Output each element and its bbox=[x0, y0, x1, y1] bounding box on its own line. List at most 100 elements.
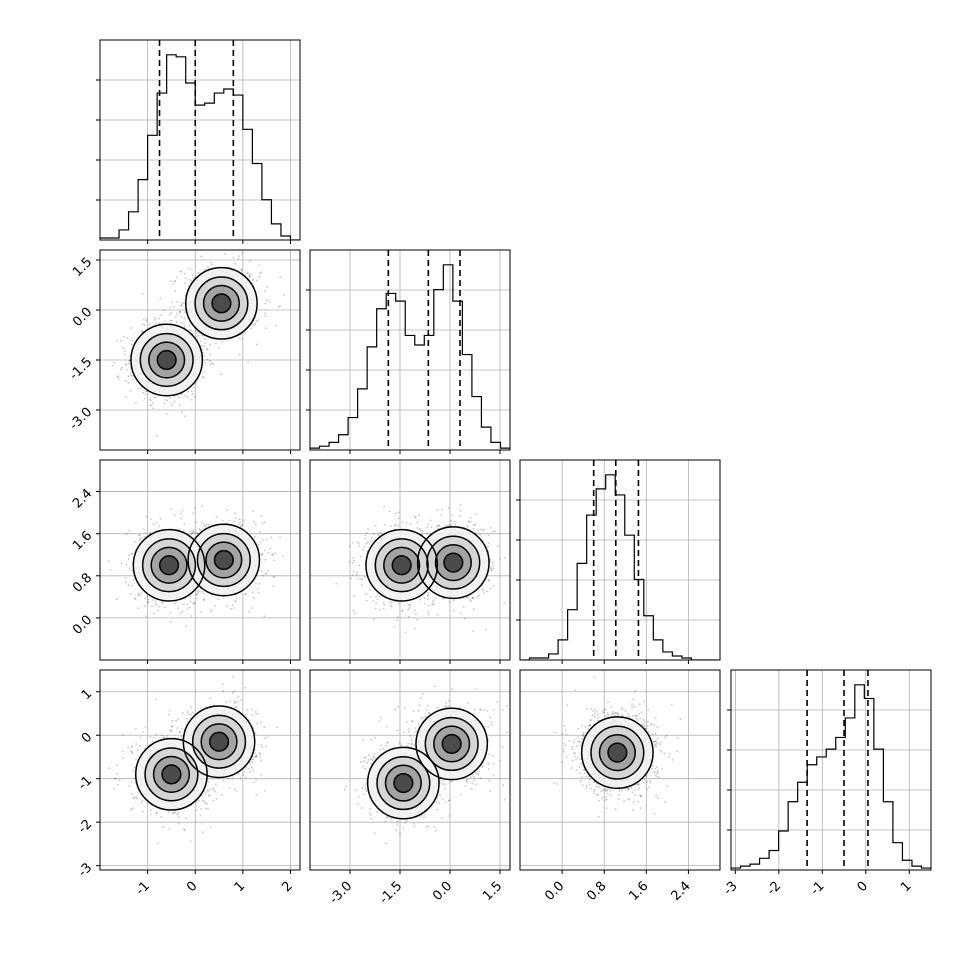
sample-point bbox=[490, 568, 493, 571]
sample-point bbox=[242, 519, 245, 521]
sample-point bbox=[128, 359, 131, 362]
sample-point bbox=[208, 523, 210, 526]
sample-point bbox=[195, 809, 198, 812]
sample-point bbox=[246, 271, 249, 274]
sample-point bbox=[241, 269, 243, 272]
density-level-3 bbox=[159, 555, 179, 575]
sample-point bbox=[168, 397, 171, 399]
sample-point bbox=[234, 601, 237, 604]
sample-point bbox=[201, 344, 204, 347]
sample-point bbox=[409, 522, 412, 525]
contour-line-0 bbox=[130, 323, 204, 397]
sample-point bbox=[231, 604, 234, 606]
sample-point bbox=[132, 797, 135, 800]
sample-point bbox=[383, 604, 386, 606]
contour-line-0 bbox=[365, 528, 439, 602]
sample-point bbox=[117, 378, 120, 380]
sample-point bbox=[180, 304, 183, 307]
sample-point bbox=[163, 309, 166, 312]
sample-point bbox=[267, 551, 270, 554]
sample-point bbox=[474, 523, 477, 526]
sample-point bbox=[409, 604, 412, 607]
sample-point bbox=[234, 512, 236, 515]
sample-point bbox=[145, 317, 147, 320]
sample-point bbox=[160, 734, 163, 737]
sample-point bbox=[378, 595, 381, 598]
sample-point bbox=[282, 555, 284, 558]
sample-point bbox=[207, 266, 209, 269]
sample-point bbox=[264, 302, 267, 305]
sample-point bbox=[130, 569, 133, 572]
sample-point bbox=[152, 599, 154, 602]
sample-point bbox=[372, 600, 375, 602]
sample-point bbox=[355, 573, 358, 576]
sample-point bbox=[195, 593, 198, 596]
sample-point bbox=[217, 346, 220, 349]
sample-point bbox=[279, 536, 281, 539]
sample-point bbox=[164, 320, 166, 323]
sample-point bbox=[134, 597, 137, 600]
sample-point bbox=[220, 794, 223, 796]
sample-point bbox=[123, 350, 126, 352]
sample-point bbox=[249, 259, 251, 262]
sample-point bbox=[390, 605, 393, 608]
sample-point bbox=[413, 609, 416, 612]
sample-point bbox=[222, 779, 225, 782]
sample-point bbox=[128, 359, 131, 362]
sample-point bbox=[132, 578, 135, 581]
sample-point bbox=[361, 578, 364, 580]
sample-point bbox=[448, 524, 451, 527]
sample-point bbox=[167, 713, 170, 716]
sample-point bbox=[190, 390, 193, 393]
sample-point bbox=[235, 789, 238, 792]
sample-point bbox=[454, 523, 457, 526]
sample-point bbox=[438, 524, 441, 527]
sample-point bbox=[204, 525, 207, 528]
sample-point bbox=[222, 690, 225, 692]
sample-point bbox=[503, 602, 506, 605]
sample-point bbox=[409, 607, 411, 609]
sample-point bbox=[360, 583, 363, 586]
sample-point bbox=[232, 676, 235, 679]
sample-point bbox=[469, 517, 472, 519]
sample-point bbox=[466, 526, 469, 528]
sample-point bbox=[152, 396, 155, 399]
sample-point bbox=[163, 402, 166, 405]
sample-point bbox=[397, 511, 400, 514]
sample-point bbox=[159, 517, 162, 520]
sample-point bbox=[121, 366, 124, 369]
sample-point bbox=[157, 609, 160, 612]
sample-point bbox=[187, 713, 190, 716]
sample-point bbox=[182, 603, 185, 606]
sample-point bbox=[265, 538, 268, 541]
sample-point bbox=[139, 538, 142, 541]
sample-point bbox=[138, 387, 141, 390]
sample-point bbox=[178, 528, 181, 531]
sample-point bbox=[405, 522, 408, 524]
sample-point bbox=[141, 329, 143, 332]
sample-point bbox=[130, 584, 133, 587]
sample-point bbox=[416, 527, 419, 529]
sample-point bbox=[194, 521, 197, 524]
sample-point bbox=[152, 740, 154, 743]
sample-point bbox=[146, 600, 149, 603]
sample-point bbox=[468, 520, 470, 523]
sample-point bbox=[184, 282, 186, 285]
sample-point bbox=[208, 344, 211, 346]
sample-point bbox=[503, 557, 506, 559]
sample-point bbox=[140, 592, 143, 594]
sample-point bbox=[189, 600, 192, 603]
sample-point bbox=[388, 510, 391, 513]
sample-point bbox=[472, 608, 475, 611]
sample-point bbox=[170, 402, 172, 404]
sample-point bbox=[152, 612, 155, 615]
sample-point bbox=[244, 593, 247, 596]
sample-point bbox=[163, 736, 165, 739]
sample-point bbox=[260, 554, 263, 557]
sample-point bbox=[241, 523, 244, 526]
sample-point bbox=[170, 280, 173, 283]
sample-point bbox=[139, 537, 142, 540]
sample-point bbox=[149, 399, 152, 402]
sample-point bbox=[109, 569, 112, 571]
sample-point bbox=[251, 591, 254, 594]
